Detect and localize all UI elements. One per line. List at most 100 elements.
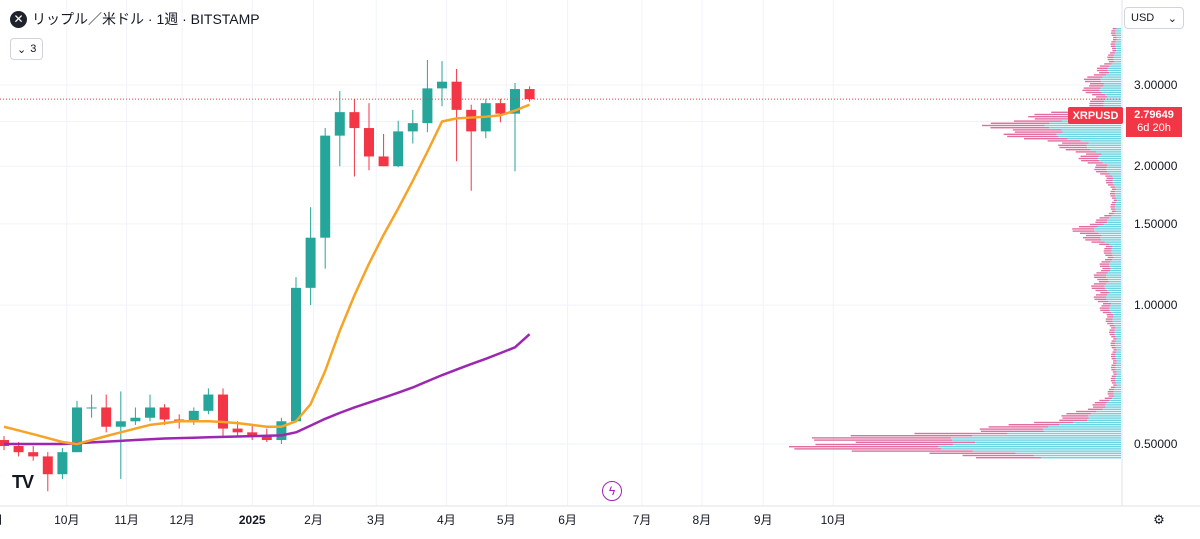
currency-select[interactable]: USD ⌄: [1124, 7, 1184, 29]
volume-profile-bar-up: [1115, 208, 1121, 210]
volume-profile-bar-down: [1023, 138, 1068, 140]
candle-body[interactable]: [276, 421, 287, 441]
candle-body[interactable]: [247, 432, 258, 437]
volume-profile-bar-up: [1116, 201, 1121, 204]
candle-body[interactable]: [305, 237, 316, 288]
volume-profile-bar-down: [1094, 402, 1107, 404]
volume-profile-bar-up: [1105, 94, 1121, 96]
volume-profile-bar-up: [1102, 162, 1121, 164]
candle-body[interactable]: [261, 436, 272, 441]
candle-body[interactable]: [510, 89, 520, 114]
candle-body[interactable]: [13, 446, 24, 453]
volume-profile-bar-down: [1083, 87, 1101, 89]
volume-profile-bar-up: [1101, 91, 1121, 94]
candle-body[interactable]: [393, 131, 404, 167]
candle-body[interactable]: [203, 394, 214, 411]
time-tick-label: 8月: [693, 513, 712, 527]
lightning-icon[interactable]: ϟ: [602, 481, 622, 501]
time-axis[interactable]: 6月7月8月9月10月11月12月20252月3月4月5月6月7月8月9月10月: [0, 513, 846, 527]
volume-profile-bar-down: [1108, 61, 1115, 63]
candle-body[interactable]: [42, 456, 53, 475]
volume-profile-bar-down: [1102, 311, 1111, 314]
candle-body[interactable]: [232, 428, 243, 433]
volume-profile-bar-up: [1116, 362, 1121, 364]
volume-profile-bar-down: [962, 454, 1034, 457]
tradingview-logo[interactable]: TV: [12, 472, 34, 493]
candle-body[interactable]: [364, 128, 374, 157]
volume-profile-bar-down: [1072, 228, 1095, 230]
candle-body[interactable]: [57, 452, 68, 475]
indicator-count: 3: [30, 43, 37, 55]
candle-body[interactable]: [145, 407, 155, 418]
volume-profile-bar-up: [1110, 270, 1121, 272]
candle-body[interactable]: [334, 112, 345, 136]
volume-profile-bar-down: [1099, 263, 1110, 265]
candle-body[interactable]: [524, 89, 535, 100]
volume-profile-bar-up: [1110, 311, 1121, 314]
candle-body[interactable]: [466, 109, 477, 132]
gear-icon[interactable]: ⚙: [1153, 512, 1165, 527]
time-tick-label: 6月: [558, 513, 577, 527]
volume-profile-bar-up: [1112, 182, 1121, 184]
volume-profile-bar-down: [1062, 142, 1089, 144]
candle-body[interactable]: [72, 407, 82, 453]
candle-body[interactable]: [422, 88, 433, 124]
volume-profile-bar-up: [1113, 58, 1121, 61]
candle-body[interactable]: [101, 407, 112, 427]
volume-profile-bar-up: [1111, 215, 1121, 217]
candle-body[interactable]: [320, 135, 331, 238]
volume-profile-bar-up: [938, 446, 1121, 448]
candles[interactable]: [0, 59, 535, 492]
price-axis[interactable]: 3.000002.500002.000001.500001.000000.500…: [1134, 78, 1178, 451]
volume-profile-bar-down: [1092, 404, 1106, 406]
candle-body[interactable]: [407, 123, 418, 132]
volume-profile-bar-up: [1103, 223, 1121, 226]
volume-profile-bar-down: [1096, 219, 1108, 221]
candle-body[interactable]: [218, 394, 228, 429]
candle-body[interactable]: [86, 407, 97, 409]
volume-profile-bar-up: [1088, 415, 1121, 417]
volume-profile-bar-down: [1059, 146, 1088, 149]
time-tick-label: 10月: [54, 513, 79, 527]
volume-profile-bar-down: [1072, 230, 1095, 232]
candle-body[interactable]: [291, 287, 301, 422]
candle-body[interactable]: [130, 417, 141, 422]
volume-profile-bar-up: [1105, 404, 1121, 406]
volume-profile-bar-up: [1115, 386, 1121, 388]
volume-profile-bar-down: [988, 426, 1049, 428]
candle-body[interactable]: [188, 410, 199, 422]
candle-body[interactable]: [159, 407, 170, 420]
volume-profile-bar-up: [1114, 329, 1121, 331]
volume-profile-bar-down: [1089, 223, 1104, 226]
candle-body[interactable]: [378, 156, 389, 167]
volume-profile-bar-down: [1076, 410, 1097, 413]
volume-profile-bar-up: [1116, 338, 1121, 340]
candle-body[interactable]: [349, 112, 360, 129]
volume-profile-bar-down: [1034, 113, 1074, 116]
ripple-x-icon[interactable]: ✕: [10, 10, 27, 28]
volume-profile-bar-up: [1007, 432, 1121, 435]
volume-profile-bar-down: [1078, 157, 1098, 160]
volume-profile-bar-up: [1109, 263, 1121, 265]
volume-profile-bar-down: [1102, 303, 1112, 305]
candle-body[interactable]: [437, 81, 447, 89]
candle-body[interactable]: [115, 421, 126, 427]
candle-countdown: 6d 20h: [1137, 122, 1171, 134]
indicators-toggle-button[interactable]: ⌄ 3: [10, 38, 44, 60]
chevron-down-icon: ⌄: [1167, 12, 1177, 25]
volume-profile-bar-up: [1110, 267, 1121, 270]
volume-profile-bar-up: [1115, 327, 1121, 329]
volume-profile-bar-down: [1111, 382, 1116, 384]
volume-profile-bar-up: [1111, 252, 1121, 254]
candle-body[interactable]: [495, 103, 506, 114]
volume-profile-bar-down: [1078, 226, 1098, 228]
candle-body[interactable]: [451, 81, 462, 110]
volume-profile-bar-down: [1091, 285, 1105, 287]
volume-profile-bar-up: [1109, 217, 1121, 219]
volume-profile-bar-down: [1087, 408, 1103, 410]
candle-body[interactable]: [28, 452, 39, 457]
volume-profile-bar-down: [1110, 342, 1116, 344]
volume-profile-bar-up: [1116, 373, 1121, 375]
volume-profile-bar-up: [1109, 265, 1121, 267]
